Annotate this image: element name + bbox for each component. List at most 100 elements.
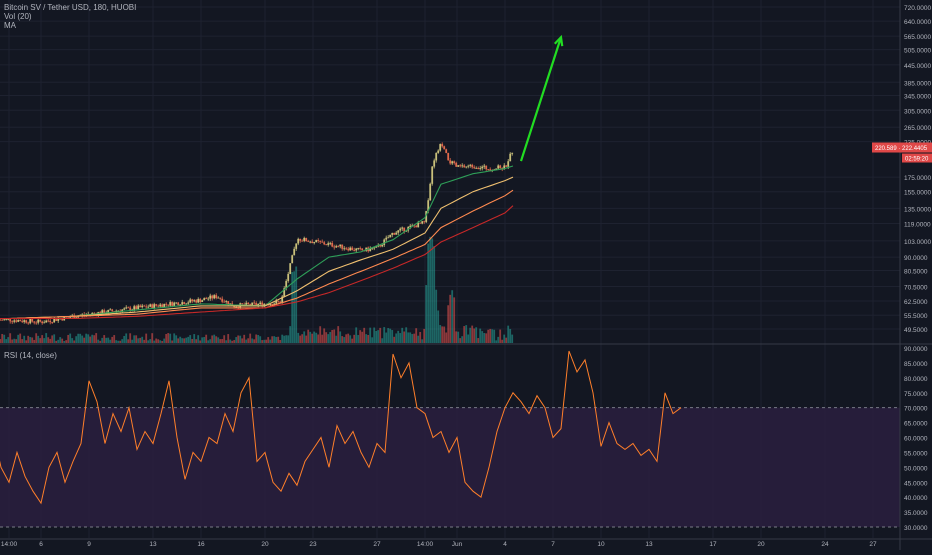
volume-bar [165, 334, 168, 343]
volume-bar [277, 336, 280, 343]
candle-body [253, 302, 256, 304]
candle-body [53, 318, 56, 323]
volume-bar [333, 329, 336, 343]
rsi-tick-label: 60.0000 [904, 436, 928, 443]
candle-body [415, 225, 418, 228]
volume-bar [473, 328, 476, 343]
candle-body [167, 304, 170, 306]
candle-body [127, 307, 130, 309]
volume-bar [375, 330, 378, 343]
candle-body [381, 244, 384, 247]
rsi-legend: RSI (14, close) [4, 351, 57, 360]
candle-body [163, 303, 166, 308]
volume-bar [227, 334, 230, 343]
candle-body [259, 302, 262, 305]
candle-body [247, 302, 250, 305]
candle-body [305, 237, 308, 242]
candle-body [147, 306, 150, 308]
volume-bar [125, 333, 128, 343]
time-tick-label: 27 [869, 541, 877, 548]
candle-body [279, 301, 282, 304]
candle-body [303, 237, 306, 241]
candle-body [113, 311, 116, 312]
candle-body [175, 302, 178, 304]
rsi-tick-label: 55.0000 [904, 450, 928, 457]
candle-body [151, 304, 154, 309]
candle-body [31, 318, 34, 322]
volume-bar [507, 325, 510, 343]
volume-bar [131, 339, 134, 343]
volume-bar [61, 338, 64, 343]
candle-body [235, 306, 238, 308]
candle-body [245, 302, 248, 306]
volume-bar [179, 336, 182, 343]
volume-bar [257, 334, 260, 343]
candle-body [451, 161, 454, 164]
volume-bar [477, 338, 480, 343]
volume-bar [7, 337, 10, 343]
candle-body [269, 304, 272, 306]
volume-bar [19, 333, 22, 343]
volume-bar [417, 335, 420, 343]
rsi-line [0, 350, 682, 505]
volume-bar [121, 339, 124, 343]
candle-body [197, 298, 200, 303]
volume-bar [439, 325, 442, 343]
candle-body [183, 302, 186, 305]
time-tick-label: 24 [821, 541, 829, 548]
volume-bar [255, 334, 258, 343]
time-tick-label: 6 [39, 541, 43, 548]
candle-body [465, 166, 468, 168]
candle-body [93, 313, 96, 314]
candle-body [271, 304, 274, 306]
price-tick-label: 565.0000 [904, 34, 931, 41]
price-tag-label: 220.589 · 222.4405 [875, 146, 928, 152]
volume-bar [495, 340, 498, 343]
candle-body [49, 320, 52, 323]
volume-bar [493, 329, 496, 343]
candle-body [27, 322, 30, 324]
volume-bar [275, 336, 278, 343]
volume-bar [341, 336, 344, 343]
volume-bar [47, 337, 50, 343]
candle-body [0, 319, 2, 321]
candle-body [109, 309, 112, 311]
volume-bar [15, 339, 18, 343]
candle-body [509, 153, 512, 162]
volume-bar [371, 337, 374, 343]
time-tick-label: 20 [261, 541, 269, 548]
candle-body [17, 320, 20, 322]
rsi-tick-label: 85.0000 [904, 361, 928, 368]
volume-bar [415, 328, 418, 343]
candle-body [345, 248, 348, 250]
volume-bar [181, 338, 184, 343]
volume-bar [343, 337, 346, 343]
candle-body [429, 183, 432, 201]
volume-bar [97, 339, 100, 343]
volume-bar [33, 339, 36, 343]
candle-body [287, 273, 290, 281]
volume-bar [217, 337, 220, 343]
candle-body [39, 319, 42, 322]
time-tick-label: 23 [309, 541, 317, 548]
volume-bar [433, 246, 436, 343]
volume-bar [209, 339, 212, 343]
candle-body [101, 310, 104, 315]
volume-bar [463, 326, 466, 343]
rsi-tick-label: 40.0000 [904, 495, 928, 502]
candle-body [273, 303, 276, 306]
candle-body [213, 295, 216, 299]
volume-bar [393, 336, 396, 343]
candle-body [481, 166, 484, 169]
volume-bar [467, 334, 470, 343]
candle-body [389, 234, 392, 238]
volume-bar [81, 335, 84, 343]
candle-body [107, 310, 110, 313]
volume-bar [37, 335, 40, 343]
candle-body [205, 298, 208, 300]
volume-bar [27, 335, 30, 343]
candle-body [499, 165, 502, 169]
volume-bar [445, 332, 448, 343]
candle-body [227, 301, 230, 305]
